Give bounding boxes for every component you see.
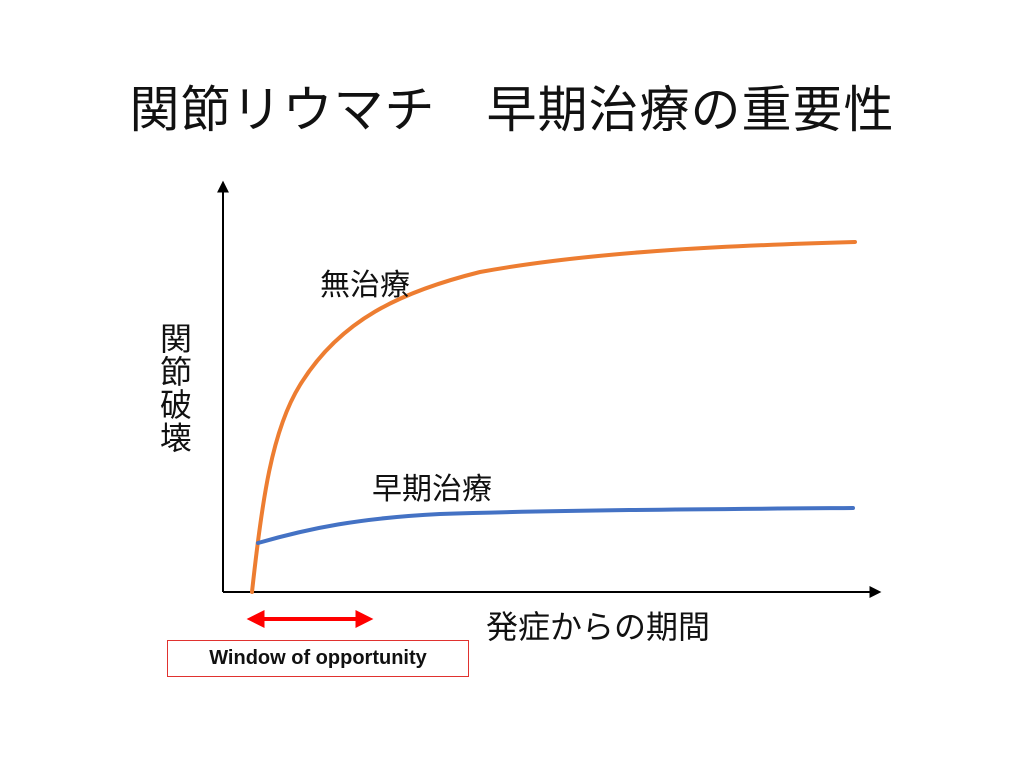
untreated-curve-label: 無治療	[320, 268, 410, 303]
window-of-opportunity-label: Window of opportunity	[167, 640, 469, 677]
slide-title: 関節リウマチ 早期治療の重要性	[129, 81, 895, 139]
y-axis-label: 関節破壊	[155, 322, 193, 454]
early-treatment-curve-label: 早期治療	[372, 472, 492, 507]
untreated-curve	[250, 240, 857, 594]
x-axis-label: 発症からの期間	[486, 608, 711, 646]
early-treatment-curve	[256, 506, 855, 545]
